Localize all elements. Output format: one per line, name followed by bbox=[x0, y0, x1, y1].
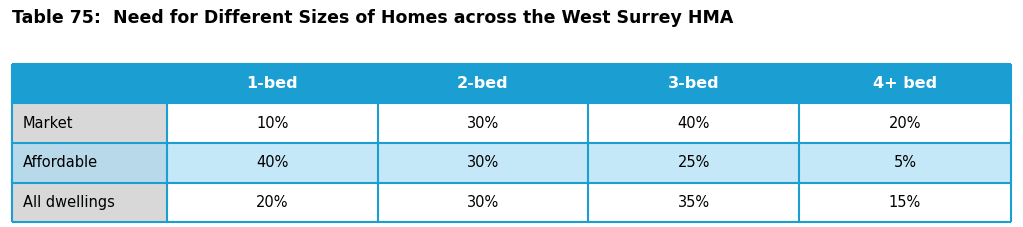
Bar bbox=[377, 64, 588, 103]
Text: 25%: 25% bbox=[677, 155, 710, 170]
Bar bbox=[799, 64, 1011, 103]
Text: 3-bed: 3-bed bbox=[668, 76, 719, 91]
Bar bbox=[377, 183, 588, 222]
Text: 2-bed: 2-bed bbox=[457, 76, 508, 91]
Text: 30%: 30% bbox=[466, 155, 499, 170]
Text: 30%: 30% bbox=[466, 116, 499, 131]
Text: 40%: 40% bbox=[677, 116, 710, 131]
Bar bbox=[12, 64, 167, 103]
Bar bbox=[377, 103, 588, 143]
Bar bbox=[167, 103, 377, 143]
Text: 20%: 20% bbox=[889, 116, 921, 131]
Bar bbox=[167, 183, 377, 222]
Text: 4+ bed: 4+ bed bbox=[873, 76, 937, 91]
Text: 20%: 20% bbox=[256, 195, 288, 210]
Text: Affordable: Affordable bbox=[23, 155, 97, 170]
Bar bbox=[799, 103, 1011, 143]
Bar bbox=[12, 103, 167, 143]
Bar bbox=[588, 103, 799, 143]
Bar bbox=[588, 64, 799, 103]
Bar bbox=[799, 143, 1011, 183]
Bar bbox=[799, 183, 1011, 222]
Bar bbox=[588, 183, 799, 222]
Text: 30%: 30% bbox=[466, 195, 499, 210]
Text: 5%: 5% bbox=[893, 155, 917, 170]
Bar bbox=[167, 143, 377, 183]
Bar bbox=[588, 143, 799, 183]
Text: 15%: 15% bbox=[889, 195, 921, 210]
Text: 35%: 35% bbox=[677, 195, 710, 210]
Text: 40%: 40% bbox=[256, 155, 288, 170]
Text: 1-bed: 1-bed bbox=[247, 76, 298, 91]
Text: 10%: 10% bbox=[256, 116, 288, 131]
Bar bbox=[377, 143, 588, 183]
Bar bbox=[12, 183, 167, 222]
Bar bbox=[12, 143, 167, 183]
Bar bbox=[167, 64, 377, 103]
Text: Market: Market bbox=[23, 116, 73, 131]
Text: Table 75:  Need for Different Sizes of Homes across the West Surrey HMA: Table 75: Need for Different Sizes of Ho… bbox=[12, 9, 733, 27]
Text: All dwellings: All dwellings bbox=[23, 195, 115, 210]
